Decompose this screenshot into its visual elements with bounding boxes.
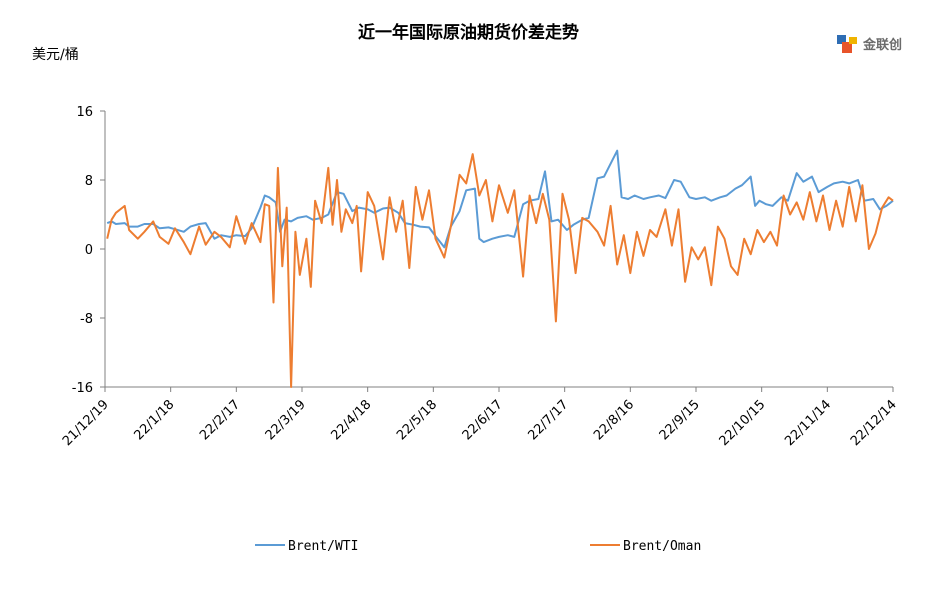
x-tick-label: 22/3/19 xyxy=(263,397,309,443)
x-tick-label: 22/9/15 xyxy=(657,397,703,443)
x-tick-label: 21/12/19 xyxy=(60,397,112,449)
x-tick-label: 22/12/14 xyxy=(848,397,900,449)
y-tick-label: 8 xyxy=(85,174,93,189)
y-tick-label: 0 xyxy=(85,243,93,258)
brand-logo: 金联创 xyxy=(836,31,916,59)
chart-title: 近一年国际原油期货价差走势 xyxy=(358,23,579,43)
x-tick-label: 22/1/18 xyxy=(131,397,177,443)
x-tick-label: 22/2/17 xyxy=(197,397,243,443)
legend-label-brent-wti: Brent/WTI xyxy=(288,539,358,554)
x-tick-label: 22/8/16 xyxy=(591,397,637,443)
x-tick-label: 22/6/17 xyxy=(460,397,506,443)
y-axis-unit-label: 美元/桶 xyxy=(32,47,79,63)
y-tick-label: -8 xyxy=(80,312,93,327)
brand-logo-text: 金联创 xyxy=(863,38,903,53)
brand-logo-icon xyxy=(837,35,857,53)
x-tick-label: 22/10/15 xyxy=(717,397,769,449)
x-tick-label: 22/11/14 xyxy=(782,397,834,449)
y-tick-label: -16 xyxy=(72,381,93,396)
x-tick-label: 22/7/17 xyxy=(525,397,571,443)
legend-label-brent-oman: Brent/Oman xyxy=(623,539,701,554)
series-line-brent-oman xyxy=(106,153,894,388)
y-tick-label: 16 xyxy=(76,105,93,120)
series-line-brent-wti xyxy=(106,149,894,249)
x-tick-label: 22/5/18 xyxy=(394,397,440,443)
x-tick-label: 22/4/18 xyxy=(328,397,374,443)
